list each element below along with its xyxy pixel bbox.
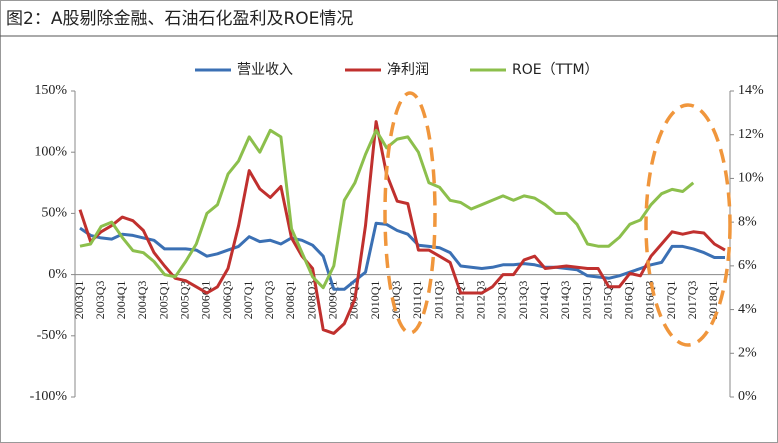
x-tick-label: 2017Q3 [685,281,699,320]
y2-tick-label: 2% [738,346,757,361]
legend-label: ROE（TTM） [512,62,599,78]
y2-tick-label: 8% [738,214,757,229]
y-tick-label: 0% [48,267,67,282]
y2-tick-label: 6% [738,258,757,273]
plot: -100% -50% 0% 50% 100% 150% 0% 2% 4% 6% 8% 10% 12% 14… [30,62,764,404]
y-tick-label: 150% [34,83,67,98]
y-tick-label: 100% [34,144,67,159]
legend-label: 营业收入 [237,62,293,78]
x-tick-label: 2003Q1 [72,281,86,320]
x-tick-label: 2012Q3 [474,281,488,320]
x-tick-label: 2006Q1 [199,281,213,320]
x-tick-label: 2015Q1 [579,281,593,320]
series-line [79,128,695,290]
x-tick-label: 2007Q3 [262,281,276,320]
x-tick-label: 2014Q1 [537,281,551,320]
x-tick-label: 2005Q3 [177,281,191,320]
y2-tick-label: 10% [738,171,764,186]
y2-tick-label: 4% [738,302,757,317]
x-tick-label: 2006Q3 [220,281,234,320]
y2-tick-label: 14% [738,83,764,98]
x-tick-label: 2007Q1 [241,281,255,320]
y-tick-label: -50% [37,328,68,343]
x-tick-label: 2016Q1 [622,281,636,320]
x-tick-label: 2018Q1 [706,281,720,320]
x-tick-label: 2012Q1 [452,281,466,320]
x-tick-label: 2013Q1 [495,281,509,320]
x-tick-label: 2005Q1 [156,281,170,320]
x-tick-label: 2004Q3 [135,281,149,320]
x-tick-label: 2008Q1 [283,281,297,320]
x-tick-label: 2004Q1 [114,281,128,320]
series-line [78,120,726,335]
x-tick-label: 2010Q1 [368,281,382,320]
x-tick-label: 2003Q3 [93,281,107,320]
x-tick-label: 2010Q3 [389,281,403,320]
y-tick-label: 50% [41,206,67,221]
x-tick-label: 2013Q3 [516,281,530,320]
highlight-ellipse [644,103,732,347]
y2-tick-label: 0% [738,389,757,404]
legend-label: 净利润 [387,62,429,78]
x-tick-label: 2015Q3 [600,281,614,320]
x-tick-label: 2014Q3 [558,281,572,320]
x-tick-label: 2011Q3 [431,281,445,319]
y2-tick-label: 12% [738,127,764,142]
x-tick-label: 2016Q3 [643,281,657,320]
chart-title: 图2：A股剔除金融、石油石化盈利及ROE情况 [6,9,353,29]
series-line [79,221,725,291]
x-tick-label: 2017Q1 [664,281,678,320]
highlight-ellipse [383,91,437,335]
y-tick-label: -100% [30,389,68,404]
x-tick-label: 2011Q1 [410,281,424,319]
